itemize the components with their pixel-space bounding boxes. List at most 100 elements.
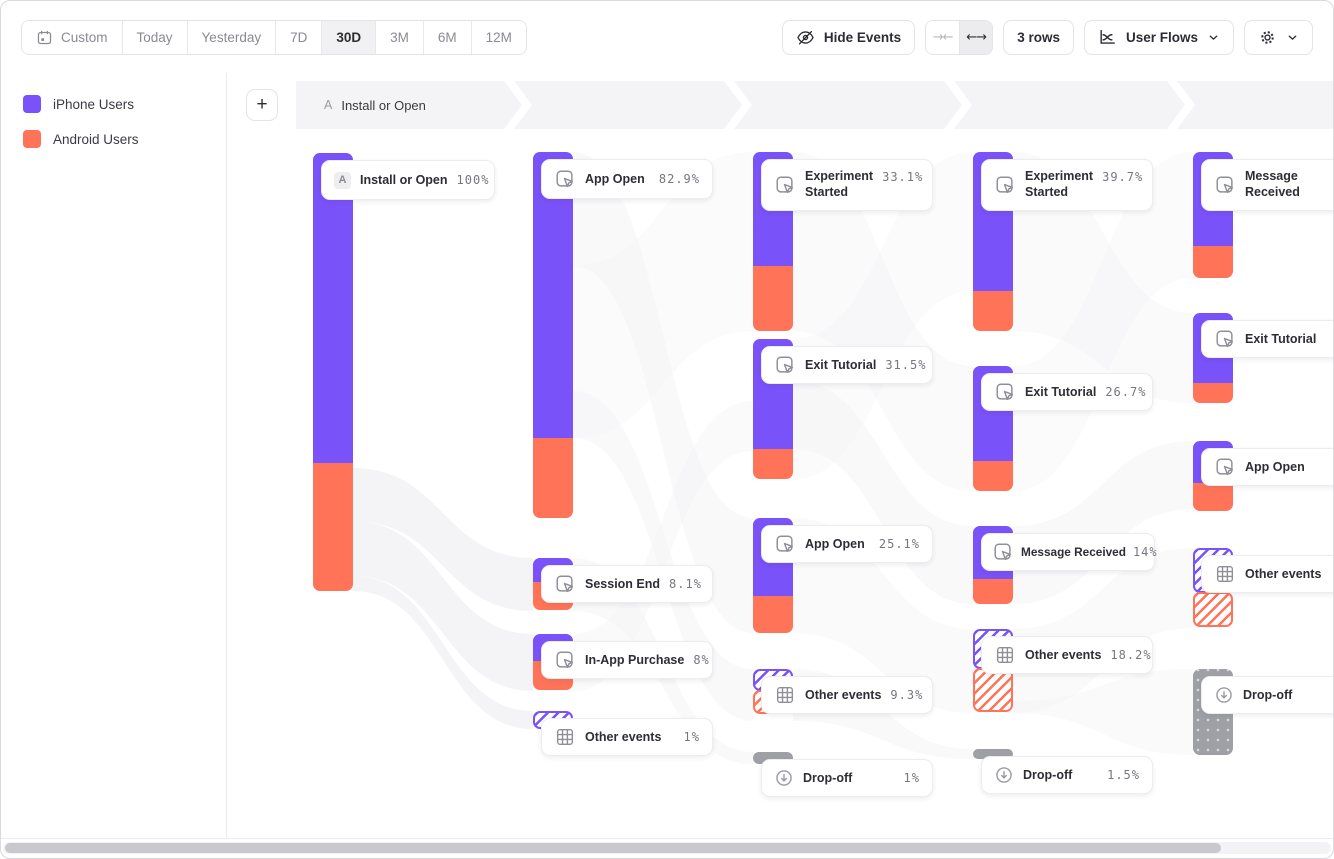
date-range-selector: Custom Today Yesterday 7D 30D 3M 6M 12M — [21, 19, 527, 55]
bar-segment-android[interactable] — [753, 449, 793, 479]
step-badge: A — [324, 98, 333, 112]
collapse-icon: →← — [932, 29, 954, 45]
flow-bar-app-open[interactable] — [533, 152, 573, 518]
bar-segment-iphone[interactable] — [313, 153, 353, 463]
bar-segment-android[interactable] — [1193, 383, 1233, 403]
horizontal-scrollbar[interactable] — [3, 842, 1331, 854]
event-click-icon — [774, 174, 796, 196]
date-range-custom[interactable]: Custom — [22, 20, 122, 54]
iphone-users-swatch — [23, 95, 41, 113]
flow-node-exit-tutorial[interactable]: Exit Tutorial 31.5% — [761, 346, 933, 384]
flow-node-app-open[interactable]: App Open 25.1% — [761, 525, 933, 563]
flow-node-experiment-started[interactable]: Experiment Started 33.1% — [761, 159, 933, 211]
event-a-badge: A — [334, 171, 351, 189]
flow-step-3-header[interactable] — [734, 81, 962, 129]
grid-icon — [554, 726, 576, 748]
plus-icon: + — [256, 94, 268, 115]
flow-node-session-end[interactable]: Session End 8.1% — [541, 565, 713, 603]
event-click-icon — [1214, 456, 1236, 478]
user-flows-chart-icon — [1100, 29, 1115, 44]
event-click-icon — [554, 168, 576, 190]
bar-segment-dropoff[interactable] — [973, 749, 1013, 759]
event-click-icon — [992, 541, 1014, 563]
flow-node-in-app-purchase[interactable]: In-App Purchase 8% — [541, 641, 713, 679]
drop-off-icon — [774, 768, 794, 788]
event-click-icon — [774, 354, 796, 376]
bar-segment-android[interactable] — [313, 463, 353, 591]
event-click-icon — [1214, 174, 1236, 196]
legend-item-android-users[interactable]: Android Users — [23, 130, 226, 148]
event-click-icon — [774, 533, 796, 555]
date-range-6m[interactable]: 6M — [422, 20, 471, 54]
flow-node-app-open[interactable]: App Open 82.9% — [541, 159, 713, 199]
eye-off-icon — [797, 30, 814, 45]
flow-step-4-header[interactable] — [954, 81, 1185, 129]
flow-node-other-events[interactable]: Other events — [1201, 555, 1333, 593]
flow-node-app-open[interactable]: App Open — [1201, 448, 1333, 486]
flow-node-message-received[interactable]: Message Received — [1201, 159, 1333, 211]
flow-step-1-header[interactable]: A Install or Open — [296, 81, 522, 129]
grid-icon — [774, 684, 796, 706]
settings-button[interactable] — [1244, 19, 1313, 55]
bar-segment-android[interactable] — [753, 266, 793, 331]
flow-bar-install-or-open[interactable] — [313, 153, 353, 591]
flow-node-exit-tutorial[interactable]: Exit Tutorial — [1201, 320, 1333, 358]
bar-segment-android-other[interactable] — [973, 668, 1013, 712]
expand-columns-button[interactable]: ←→ — [959, 20, 993, 54]
date-range-3m[interactable]: 3M — [375, 20, 423, 54]
bar-segment-android-other[interactable] — [1193, 592, 1233, 627]
flow-node-install-or-open[interactable]: A Install or Open 100% — [321, 160, 495, 200]
bar-segment-iphone[interactable] — [533, 152, 573, 438]
android-users-swatch — [23, 130, 41, 148]
date-range-label: Custom — [61, 29, 108, 45]
flow-bar-drop-off[interactable] — [973, 749, 1013, 759]
flow-node-drop-off[interactable]: Drop-off 1% — [761, 759, 933, 797]
date-range-30d[interactable]: 30D — [321, 20, 376, 54]
date-range-7d[interactable]: 7D — [275, 20, 322, 54]
hide-events-button[interactable]: Hide Events — [781, 19, 916, 55]
flow-node-other-events[interactable]: Other events 9.3% — [761, 676, 933, 714]
bar-segment-android[interactable] — [973, 291, 1013, 331]
date-range-today[interactable]: Today — [121, 20, 187, 54]
flow-node-other-events[interactable]: Other events 1% — [541, 718, 713, 756]
chart-bottom-divider — [1, 838, 1333, 839]
collapse-expand-toggle: →← ←→ — [925, 19, 994, 55]
toolbar: Custom Today Yesterday 7D 30D 3M 6M 12M … — [1, 1, 1333, 73]
chevron-down-icon — [1209, 34, 1218, 40]
event-click-icon — [554, 649, 576, 671]
horizontal-scrollbar-thumb[interactable] — [5, 843, 1221, 853]
flow-node-exit-tutorial[interactable]: Exit Tutorial 26.7% — [981, 373, 1153, 411]
date-range-yesterday[interactable]: Yesterday — [186, 20, 276, 54]
flow-step-5-header[interactable] — [1177, 81, 1333, 129]
bar-segment-android[interactable] — [1193, 246, 1233, 278]
bar-segment-android[interactable] — [533, 438, 573, 518]
event-click-icon — [554, 573, 576, 595]
grid-icon — [1214, 563, 1236, 585]
rows-button[interactable]: 3 rows — [1003, 19, 1074, 55]
view-selector-button[interactable]: User Flows — [1083, 19, 1234, 55]
flow-node-message-received[interactable]: Message Received 14% — [981, 533, 1157, 571]
expand-icon: ←→ — [966, 29, 987, 45]
bar-segment-android[interactable] — [1193, 483, 1233, 511]
date-range-12m[interactable]: 12M — [470, 20, 526, 54]
add-step-button[interactable]: + — [246, 89, 278, 121]
series-legend: iPhone Users Android Users — [1, 73, 227, 838]
toolbar-right: Hide Events →← ←→ 3 rows User Flows — [781, 19, 1313, 55]
collapse-columns-button[interactable]: →← — [926, 20, 960, 54]
flow-node-drop-off[interactable]: Drop-off 1.5% — [981, 756, 1153, 794]
chevron-down-icon — [1288, 34, 1297, 40]
gear-icon — [1261, 30, 1274, 44]
bar-segment-android[interactable] — [973, 461, 1013, 491]
bar-segment-android[interactable] — [973, 579, 1013, 604]
grid-icon — [994, 644, 1016, 666]
event-click-icon — [1214, 328, 1236, 350]
flow-node-drop-off[interactable]: Drop-off — [1201, 676, 1333, 714]
legend-item-iphone-users[interactable]: iPhone Users — [23, 95, 226, 113]
flow-step-2-header[interactable] — [514, 81, 742, 129]
flow-node-experiment-started[interactable]: Experiment Started 39.7% — [981, 159, 1153, 211]
bar-segment-android[interactable] — [753, 596, 793, 633]
drop-off-icon — [994, 765, 1014, 785]
flow-node-other-events[interactable]: Other events 18.2% — [981, 636, 1153, 674]
